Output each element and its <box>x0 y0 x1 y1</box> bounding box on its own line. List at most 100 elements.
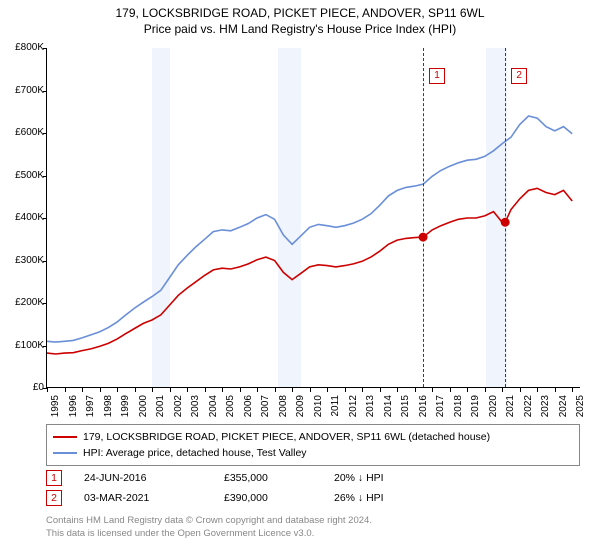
series-price_paid <box>47 188 572 354</box>
x-tick-label: 2022 <box>523 395 534 425</box>
x-tick-label: 2007 <box>260 395 271 425</box>
sale-diff: 26% ↓ HPI <box>334 492 444 504</box>
x-tick <box>100 388 101 392</box>
x-tick-label: 2012 <box>348 395 359 425</box>
x-tick-label: 2008 <box>278 395 289 425</box>
x-tick-label: 2006 <box>243 395 254 425</box>
x-tick-label: 2000 <box>138 395 149 425</box>
sale-price: £390,000 <box>224 492 334 504</box>
legend-swatch <box>53 452 77 454</box>
x-tick <box>520 388 521 392</box>
x-tick-label: 2009 <box>295 395 306 425</box>
x-tick <box>275 388 276 392</box>
x-tick <box>47 388 48 392</box>
x-tick-label: 1998 <box>103 395 114 425</box>
x-tick <box>257 388 258 392</box>
sale-badge: 2 <box>46 490 62 506</box>
legend-label: HPI: Average price, detached house, Test… <box>83 445 307 461</box>
chart-title: 179, LOCKSBRIDGE ROAD, PICKET PIECE, AND… <box>0 6 600 20</box>
x-tick <box>467 388 468 392</box>
x-tick-label: 1996 <box>68 395 79 425</box>
legend: 179, LOCKSBRIDGE ROAD, PICKET PIECE, AND… <box>46 424 580 466</box>
chart-subtitle: Price paid vs. HM Land Registry's House … <box>0 22 600 36</box>
legend-swatch <box>53 436 77 438</box>
y-tick-label: £100K <box>0 341 44 351</box>
x-tick-label: 2015 <box>400 395 411 425</box>
x-tick <box>82 388 83 392</box>
footer: Contains HM Land Registry data © Crown c… <box>46 514 580 540</box>
x-tick <box>117 388 118 392</box>
x-tick-label: 2021 <box>505 395 516 425</box>
x-tick <box>432 388 433 392</box>
sale-badge: 1 <box>46 470 62 486</box>
x-tick-label: 2014 <box>383 395 394 425</box>
chart-svg <box>47 48 581 388</box>
x-tick-label: 1997 <box>85 395 96 425</box>
x-tick <box>397 388 398 392</box>
legend-label: 179, LOCKSBRIDGE ROAD, PICKET PIECE, AND… <box>83 429 490 445</box>
x-tick-label: 2013 <box>365 395 376 425</box>
x-tick <box>415 388 416 392</box>
x-tick <box>65 388 66 392</box>
sale-marker-badge: 2 <box>511 68 527 84</box>
y-tick-label: £300K <box>0 256 44 266</box>
x-tick-label: 2003 <box>190 395 201 425</box>
x-tick <box>502 388 503 392</box>
footer-line2: This data is licensed under the Open Gov… <box>46 527 580 540</box>
x-tick-label: 2016 <box>418 395 429 425</box>
chart-container: 179, LOCKSBRIDGE ROAD, PICKET PIECE, AND… <box>0 0 600 560</box>
x-tick <box>537 388 538 392</box>
y-tick-label: £500K <box>0 171 44 181</box>
x-tick <box>135 388 136 392</box>
x-tick-label: 2001 <box>155 395 166 425</box>
sale-row: 2 03-MAR-2021£390,00026% ↓ HPI <box>46 488 580 508</box>
x-tick <box>345 388 346 392</box>
sale-diff: 20% ↓ HPI <box>334 472 444 484</box>
x-tick <box>170 388 171 392</box>
x-tick-label: 2020 <box>488 395 499 425</box>
x-tick-label: 2025 <box>575 395 586 425</box>
y-tick-label: £400K <box>0 213 44 223</box>
x-tick <box>572 388 573 392</box>
x-tick <box>362 388 363 392</box>
y-tick-label: £200K <box>0 298 44 308</box>
x-tick-label: 2005 <box>225 395 236 425</box>
sale-marker-line <box>505 48 506 387</box>
sale-row: 1 24-JUN-2016£355,00020% ↓ HPI <box>46 468 580 488</box>
x-tick <box>380 388 381 392</box>
x-tick <box>187 388 188 392</box>
x-tick-label: 2002 <box>173 395 184 425</box>
footer-line1: Contains HM Land Registry data © Crown c… <box>46 514 580 527</box>
sale-date: 24-JUN-2016 <box>84 472 224 484</box>
y-tick-label: £0 <box>0 383 44 393</box>
x-tick <box>310 388 311 392</box>
legend-item: 179, LOCKSBRIDGE ROAD, PICKET PIECE, AND… <box>53 429 573 445</box>
legend-item: HPI: Average price, detached house, Test… <box>53 445 573 461</box>
x-tick-label: 2017 <box>435 395 446 425</box>
x-tick <box>152 388 153 392</box>
sale-price: £355,000 <box>224 472 334 484</box>
x-tick <box>240 388 241 392</box>
x-tick-label: 2019 <box>470 395 481 425</box>
y-tick-label: £700K <box>0 86 44 96</box>
sale-date: 03-MAR-2021 <box>84 492 224 504</box>
sale-marker-badge: 1 <box>429 68 445 84</box>
x-tick-label: 2010 <box>313 395 324 425</box>
series-hpi <box>47 116 572 342</box>
x-tick <box>292 388 293 392</box>
x-tick <box>205 388 206 392</box>
title-block: 179, LOCKSBRIDGE ROAD, PICKET PIECE, AND… <box>0 0 600 36</box>
chart-area: 1995199619971998199920002001200220032004… <box>46 48 580 388</box>
x-tick-label: 1995 <box>50 395 61 425</box>
x-tick-label: 1999 <box>120 395 131 425</box>
x-tick-label: 2024 <box>558 395 569 425</box>
x-tick <box>327 388 328 392</box>
y-tick-label: £600K <box>0 128 44 138</box>
x-tick-label: 2023 <box>540 395 551 425</box>
x-tick <box>222 388 223 392</box>
x-tick-label: 2018 <box>453 395 464 425</box>
x-tick <box>555 388 556 392</box>
x-tick <box>485 388 486 392</box>
x-tick-label: 2011 <box>330 395 341 425</box>
sales-table: 1 24-JUN-2016£355,00020% ↓ HPI 2 03-MAR-202… <box>46 468 580 508</box>
